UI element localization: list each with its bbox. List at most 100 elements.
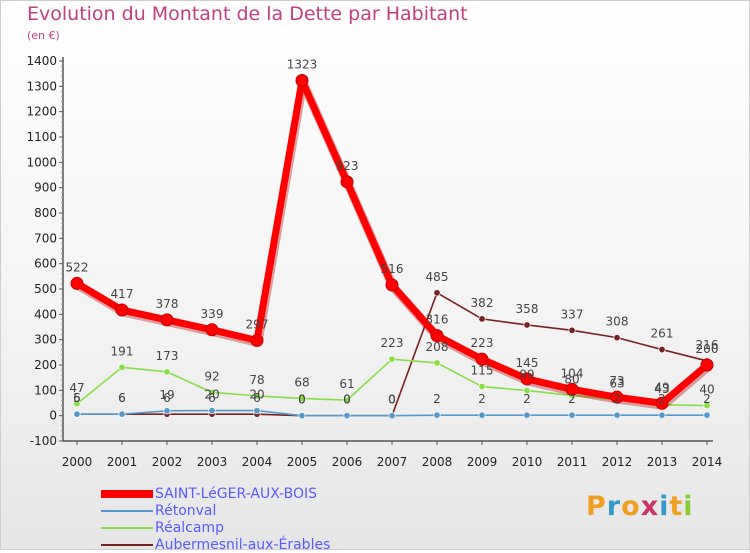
series-2-point	[433, 359, 441, 367]
series-1-data-label: 0	[343, 393, 351, 407]
series-1-data-label: 0	[388, 393, 396, 407]
chart-title: Evolution du Montant de la Dette par Hab…	[27, 3, 468, 25]
series-2-data-label: 40	[699, 383, 714, 397]
series-3-data-label: 308	[606, 315, 629, 329]
y-tick-label: 900	[34, 181, 57, 195]
series-1-point	[253, 407, 261, 415]
series-2-point	[163, 368, 171, 376]
legend-swatch	[101, 489, 153, 498]
series-2-point	[298, 394, 306, 402]
series-1-data-label: 2	[433, 392, 441, 406]
series-3-point	[613, 334, 621, 342]
logo-letter: o	[621, 491, 641, 522]
series-0-point	[655, 396, 669, 410]
series-2-point	[118, 363, 126, 371]
y-tick-label: -100	[30, 434, 57, 448]
series-1-point	[343, 412, 351, 420]
series-3-data-label: 5	[73, 391, 81, 405]
series-2-point	[73, 400, 81, 408]
x-tick-label: 2009	[467, 455, 498, 469]
series-1-data-label: 20	[204, 388, 219, 402]
series-0-data-label: 923	[336, 159, 359, 173]
series-0-point	[250, 333, 264, 347]
series-0-data-label: 1323	[287, 58, 318, 72]
series-2-data-label: 80	[564, 372, 579, 386]
x-tick-label: 2004	[242, 455, 273, 469]
logo-letter: t	[669, 491, 684, 522]
series-2-data-label: 223	[381, 336, 404, 350]
series-0-point	[70, 276, 84, 290]
y-tick-label: 600	[34, 257, 57, 271]
y-tick-label: 1200	[26, 105, 57, 119]
series-1-data-label: 6	[73, 391, 81, 405]
series-3-data-label: 0	[343, 393, 351, 407]
logo-letter: i	[683, 491, 694, 522]
series-2-data-label: 47	[69, 381, 84, 395]
series-0-data-label: 297	[246, 317, 269, 331]
series-1-point	[163, 407, 171, 415]
series-2-point	[703, 402, 711, 410]
legend-item: Réalcamp	[101, 519, 330, 536]
legend-item: Aubermesnil-aux-Érables	[101, 536, 330, 553]
series-3-point	[568, 326, 576, 334]
series-3-point	[658, 346, 666, 354]
logo-letter: P	[586, 491, 607, 522]
series-1-point	[298, 412, 306, 420]
x-tick-label: 2012	[602, 455, 633, 469]
x-tick-label: 2011	[557, 455, 588, 469]
x-tick-label: 2002	[152, 455, 183, 469]
y-tick-label: 1400	[26, 54, 57, 68]
series-2-data-label: 68	[294, 375, 309, 389]
x-tick-label: 2010	[512, 455, 543, 469]
legend-label: Aubermesnil-aux-Érables	[155, 536, 331, 553]
logo-letter: r	[606, 491, 622, 522]
series-0-data-label: 417	[111, 287, 134, 301]
y-tick-label: 700	[34, 231, 57, 245]
y-tick-label: 500	[34, 282, 57, 296]
series-0-point	[385, 278, 399, 292]
series-3-point	[523, 321, 531, 329]
series-0-point	[565, 382, 579, 396]
y-tick-label: 400	[34, 307, 57, 321]
series-3-point	[433, 289, 441, 297]
series-0-point	[610, 390, 624, 404]
series-3-point	[478, 315, 486, 323]
y-tick-label: 1300	[26, 79, 57, 93]
series-1-data-label: 2	[613, 392, 621, 406]
series-2-data-label: 78	[249, 373, 264, 387]
series-3-data-label: 485	[426, 270, 449, 284]
series-1-data-label: 2	[703, 392, 711, 406]
legend: SAINT-LéGER-AUX-BOIS Rétonval Réalcamp Aube…	[101, 485, 330, 553]
series-0-data-label: 516	[381, 262, 404, 276]
series-1-point	[523, 411, 531, 419]
logo-letter: x	[640, 491, 660, 522]
series-2-data-label: 63	[609, 377, 624, 391]
series-0-data-label: 223	[471, 336, 494, 350]
series-0-data-label: 339	[201, 307, 224, 321]
x-tick-label: 2013	[647, 455, 678, 469]
series-1-data-label: 6	[118, 391, 126, 405]
y-tick-label: 200	[34, 358, 57, 372]
series-0-point	[430, 329, 444, 343]
series-1-data-label: 19	[159, 388, 174, 402]
series-3-data-label: 337	[561, 307, 584, 321]
series-0-data-label: 104	[561, 366, 584, 380]
series-1-point	[388, 412, 396, 420]
series-3-data-label: 6	[118, 391, 126, 405]
series-2-point	[388, 355, 396, 363]
series-2-data-label: 173	[156, 349, 179, 363]
series-1-point	[478, 411, 486, 419]
series-0-data-label: 522	[66, 260, 89, 274]
series-1-data-label: 2	[478, 392, 486, 406]
series-0-point	[475, 352, 489, 366]
x-tick-label: 2008	[422, 455, 453, 469]
series-0-point	[340, 175, 354, 189]
y-tick-label: 800	[34, 206, 57, 220]
logo-letter: i	[659, 491, 670, 522]
legend-swatch	[101, 526, 153, 529]
series-3-data-label: 6	[163, 391, 171, 405]
series-2-point	[478, 383, 486, 391]
legend-label: Réalcamp	[155, 519, 224, 536]
series-0-point	[295, 74, 309, 88]
series-1-point	[568, 411, 576, 419]
